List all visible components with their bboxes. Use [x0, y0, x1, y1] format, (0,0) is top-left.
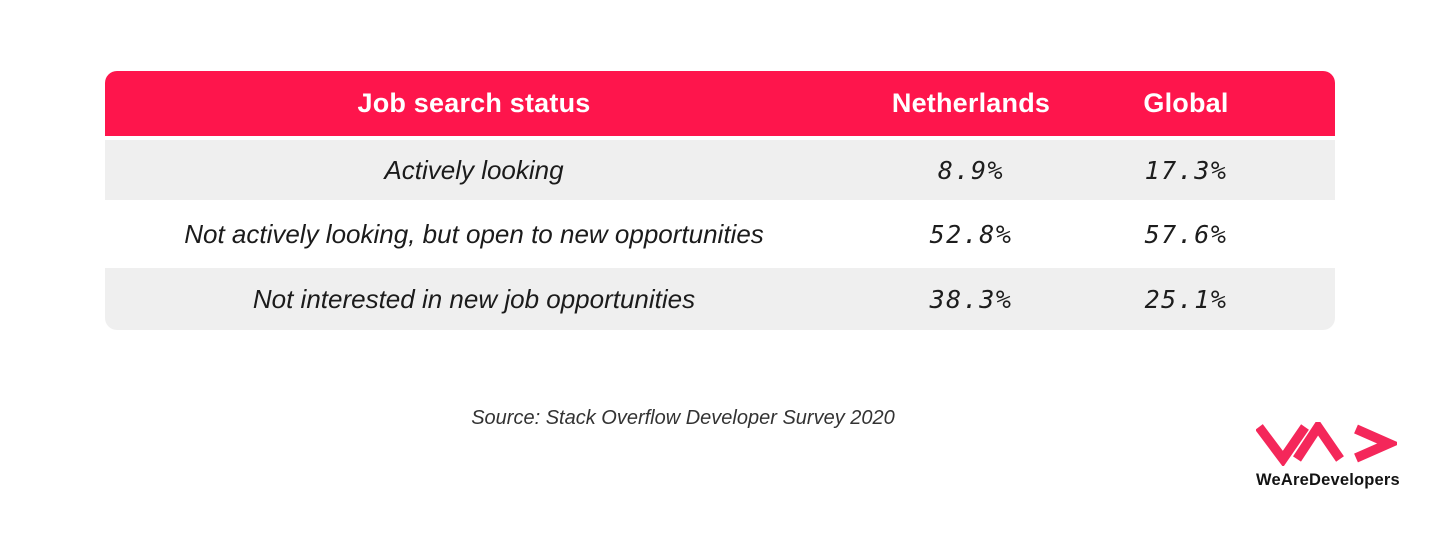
wearedevelopers-wa-chevron-icon: [1256, 422, 1397, 466]
row-value-global: 57.6%: [1144, 219, 1228, 249]
logo-wordmark: WeAreDevelopers: [1256, 471, 1400, 489]
row-value-netherlands: 38.3%: [929, 284, 1013, 314]
row-label: Actively looking: [384, 154, 564, 185]
column-header-global: Global: [1143, 88, 1229, 118]
table-row: Not interested in new job opportunities …: [105, 268, 1335, 330]
row-label: Not interested in new job opportunities: [252, 283, 696, 314]
row-value-netherlands: 52.8%: [929, 219, 1013, 249]
table-header-row: Job search status Netherlands Global: [105, 71, 1335, 136]
table-row: Not actively looking, but open to new op…: [105, 204, 1335, 264]
source-citation: Source: Stack Overflow Developer Survey …: [471, 407, 895, 429]
row-value-global: 17.3%: [1144, 155, 1228, 185]
column-header-job-search-status: Job search status: [357, 88, 591, 118]
column-header-netherlands: Netherlands: [891, 88, 1051, 118]
wearedevelopers-logo: WeAreDevelopers: [1256, 422, 1400, 490]
row-value-global: 25.1%: [1144, 284, 1228, 314]
row-label: Not actively looking, but open to new op…: [184, 218, 764, 249]
job-search-status-table: Job search status Netherlands Global Act…: [105, 71, 1335, 330]
row-value-netherlands: 8.9%: [937, 155, 1005, 185]
table-row: Actively looking 8.9% 17.3%: [105, 140, 1335, 200]
